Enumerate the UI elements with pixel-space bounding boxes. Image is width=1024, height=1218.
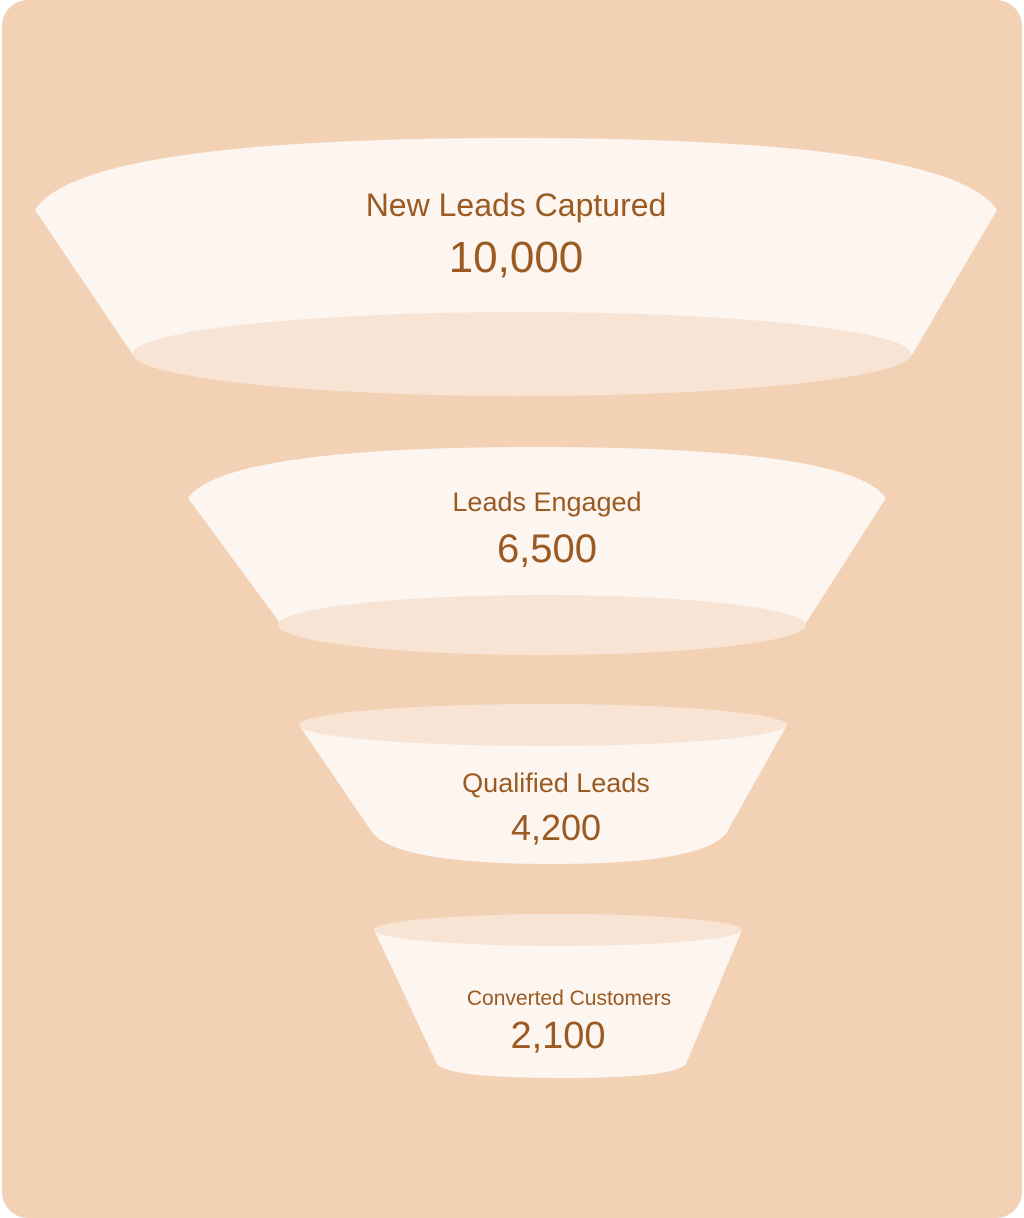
stage-body (299, 725, 787, 864)
funnel-stage-qualified-leads: Qualified Leads 4,200 (299, 704, 787, 864)
stage-value: 2,100 (510, 1015, 605, 1057)
funnel-stage-new-leads: New Leads Captured 10,000 (35, 138, 997, 396)
stage-bottom-rim (133, 312, 911, 396)
stage-label: Qualified Leads (462, 768, 650, 798)
stage-top-rim (374, 914, 742, 946)
stage-value: 6,500 (497, 527, 597, 571)
funnel-stage-leads-engaged: Leads Engaged 6,500 (188, 447, 886, 655)
stage-top-rim (299, 704, 787, 746)
stage-value: 10,000 (449, 233, 584, 282)
stage-value: 4,200 (511, 807, 601, 848)
stage-body (374, 930, 742, 1078)
stage-bottom-rim (278, 595, 806, 655)
stage-body (35, 138, 997, 355)
stage-label: Leads Engaged (452, 487, 641, 517)
stage-label: Converted Customers (467, 987, 671, 1010)
stage-body (188, 447, 886, 623)
funnel-stage-converted-customers: Converted Customers 2,100 (374, 914, 742, 1078)
stage-label: New Leads Captured (366, 187, 667, 223)
